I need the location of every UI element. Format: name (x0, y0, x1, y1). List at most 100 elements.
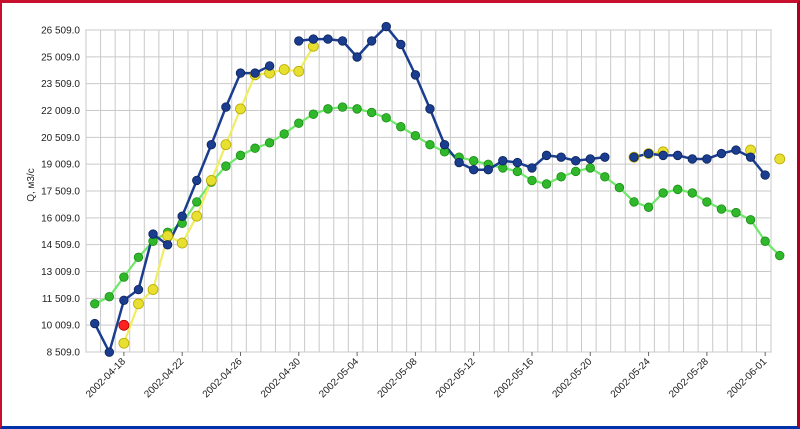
series-point (294, 36, 304, 46)
x-axis-ticks: 2002-04-18 2002-04-22 2002-04-26 2002-04-30… (84, 352, 770, 400)
series-point (337, 102, 348, 112)
series-point (716, 148, 727, 159)
series-point (571, 166, 581, 177)
series-point (221, 161, 231, 171)
series-point (90, 299, 100, 309)
series-point (278, 64, 290, 75)
series-point (396, 122, 406, 132)
series-points (90, 21, 786, 357)
series-point (176, 237, 188, 249)
series-point (308, 109, 319, 119)
series-point (571, 156, 581, 166)
series-point (629, 197, 639, 207)
series-point (162, 240, 173, 250)
series-point (468, 164, 479, 175)
x-tick-label: 2002-04-18 (84, 356, 128, 400)
y-tick-label: 22 009.0 (41, 106, 80, 117)
series-point (425, 104, 435, 114)
series-point (235, 68, 246, 78)
series-point (206, 139, 217, 150)
series-point (119, 272, 129, 282)
series-point (410, 70, 421, 80)
y-tick-label: 14 509.0 (41, 240, 80, 251)
series-point (673, 184, 683, 195)
series-point (104, 292, 115, 302)
y-tick-label: 26 509.0 (41, 26, 80, 37)
series-point (293, 65, 305, 77)
series-point (250, 143, 260, 153)
series-point (556, 172, 566, 182)
y-tick-label: 20 509.0 (41, 133, 80, 144)
series-point (702, 197, 712, 207)
series-point (687, 154, 697, 164)
series-point (250, 68, 260, 78)
y-tick-label: 10 009.0 (41, 321, 80, 332)
series-point (119, 295, 129, 305)
series-point (264, 138, 275, 148)
series-point (133, 284, 144, 295)
series-point (366, 36, 377, 46)
series-point (614, 182, 625, 193)
series-point (220, 139, 232, 151)
series-point (629, 152, 639, 162)
series-point (192, 175, 202, 186)
series-point (308, 34, 319, 44)
series-point (352, 104, 362, 114)
series-point (774, 153, 786, 165)
series-point (760, 170, 770, 180)
series-point (279, 129, 289, 139)
series-point (498, 156, 508, 166)
y-tick-label: 13 009.0 (41, 267, 80, 278)
series-point (425, 139, 435, 150)
series-point (147, 284, 159, 295)
series-point (191, 210, 203, 222)
x-tick-label: 2002-04-26 (201, 356, 245, 400)
series-point (352, 52, 362, 62)
series-point (716, 204, 727, 214)
series-point (731, 207, 741, 218)
series-point (731, 145, 741, 155)
y-axis-ticks: 8 509.0 10 009.0 11 509.0 13 009.0 14 509.0 1… (41, 26, 80, 359)
series-point (235, 150, 246, 161)
series-point (264, 61, 275, 71)
series-point (162, 230, 174, 242)
y-tick-label: 11 509.0 (42, 294, 81, 305)
y-tick-label: 16 009.0 (41, 213, 80, 224)
series-point (760, 236, 770, 246)
x-tick-label: 2002-05-16 (492, 356, 536, 400)
series-line (298, 25, 606, 171)
series-point (118, 337, 130, 349)
x-tick-label: 2002-05-12 (434, 356, 478, 400)
series-point (585, 163, 595, 173)
x-tick-label: 2002-05-28 (667, 356, 711, 400)
series-point (192, 197, 202, 207)
series-point (600, 152, 610, 162)
y-tick-label: 23 509.0 (41, 79, 80, 90)
series-point (104, 347, 115, 357)
x-tick-label: 2002-04-22 (142, 356, 186, 400)
series-point (118, 319, 130, 331)
series-point (396, 39, 406, 50)
series-point (527, 175, 537, 186)
y-tick-label: 19 009.0 (41, 160, 80, 171)
y-tick-label: 17 509.0 (41, 187, 80, 198)
series-point (527, 163, 537, 173)
series-point (90, 318, 100, 329)
series-point (556, 152, 566, 162)
series-point (133, 252, 144, 263)
series-point (775, 250, 785, 261)
series-point (323, 34, 333, 44)
series-point (133, 298, 144, 310)
series-point (439, 139, 450, 150)
series-point (323, 104, 333, 114)
series-point (745, 152, 756, 162)
series-point (687, 188, 697, 198)
series-point (235, 103, 246, 115)
x-tick-label: 2002-05-20 (550, 356, 594, 400)
series-point (541, 179, 552, 189)
series-point (381, 21, 391, 32)
series-point (541, 150, 552, 161)
y-axis-title: Q, м3/с (26, 168, 37, 202)
series-point (600, 172, 610, 182)
